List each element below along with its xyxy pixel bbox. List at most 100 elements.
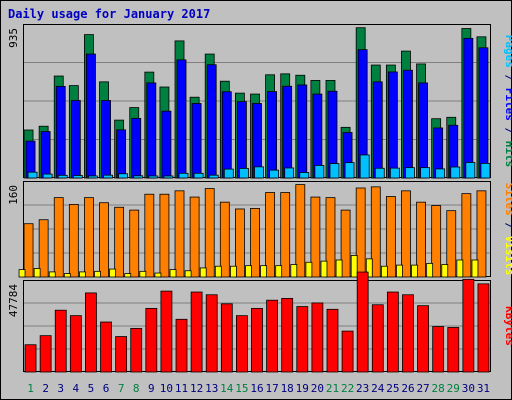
- panel-max-label: 935: [7, 28, 20, 48]
- day-label: 13: [205, 382, 218, 395]
- kbytes-bar: [205, 294, 218, 373]
- kbytes-bar: [220, 303, 233, 373]
- pages-bar: [480, 163, 491, 179]
- panels: 935 Pages / Files / Hits 160 Sites / Visits…: [7, 24, 512, 373]
- kbytes-bar: [296, 306, 309, 373]
- sites-bar: [295, 184, 306, 278]
- kbytes-bar: [417, 305, 429, 373]
- pages-bar: [389, 167, 400, 179]
- sites-bar: [99, 202, 109, 278]
- sites-bar: [310, 196, 321, 278]
- pages-bar: [239, 168, 249, 179]
- kbytes-bar: [100, 321, 112, 373]
- sites-bar: [144, 193, 155, 278]
- pages-bar: [314, 165, 325, 179]
- kbytes-bar: [236, 315, 248, 373]
- sites-bar: [38, 219, 49, 278]
- visits-bar: [63, 273, 71, 278]
- day-label: 27: [416, 382, 429, 395]
- visits-bar: [320, 260, 328, 278]
- pages-bar: [405, 167, 415, 179]
- kbytes-bar: [145, 307, 158, 373]
- panel-visitors: 160 Sites / Visits: [7, 181, 512, 278]
- kbytes-bar: [190, 291, 203, 373]
- day-label: 14: [220, 382, 234, 395]
- day-label: 23: [356, 382, 369, 395]
- kbytes-bar: [326, 308, 339, 373]
- sites-bar: [159, 193, 170, 278]
- kbytes-bar: [251, 307, 263, 373]
- day-label: 22: [341, 382, 354, 395]
- visits-bar: [275, 265, 283, 278]
- visits-bar: [33, 268, 41, 278]
- kbytes-bar: [447, 327, 460, 373]
- sites-bar: [129, 209, 140, 278]
- day-label: 25: [386, 382, 399, 395]
- day-label: 6: [103, 382, 110, 395]
- pages-bar: [374, 167, 385, 179]
- pages-bar: [223, 168, 234, 179]
- pages-bar: [420, 167, 430, 179]
- visits-bar: [154, 272, 162, 278]
- kbytes-bar: [160, 290, 173, 373]
- visits-bar: [396, 264, 403, 278]
- day-label: 5: [88, 382, 95, 395]
- visits-bar: [18, 269, 26, 278]
- pages-bar: [208, 174, 219, 179]
- day-label: 1: [27, 382, 34, 395]
- day-label: 10: [160, 382, 173, 395]
- pages-bar: [269, 169, 279, 179]
- legend-sites: Sites: [503, 183, 512, 216]
- kbytes-bar: [54, 309, 67, 373]
- files-bar: [297, 84, 308, 179]
- kbytes-bar: [356, 271, 369, 373]
- files-bar: [191, 103, 202, 179]
- sites-bar: [68, 204, 79, 278]
- sites-bar: [114, 206, 125, 278]
- visits-bar: [380, 265, 388, 278]
- sites-bar: [401, 190, 411, 278]
- kbytes-bar: [175, 318, 188, 373]
- day-label: 16: [250, 382, 263, 395]
- files-bar: [70, 100, 81, 179]
- sites-bar: [446, 210, 457, 278]
- day-label: 31: [477, 382, 490, 395]
- panel-legend-label: Pages / Files / Hits: [503, 35, 512, 168]
- pages-bar: [178, 172, 189, 179]
- visits-bar: [124, 273, 132, 278]
- day-label: 11: [175, 382, 188, 395]
- files-bar: [463, 37, 474, 179]
- legend-kbytes: KBytes: [503, 306, 512, 346]
- day-label: 17: [265, 382, 278, 395]
- panel-legend-label: Sites / Visits: [503, 183, 512, 276]
- legend-separator: /: [503, 121, 512, 141]
- kbytes-bar: [281, 297, 294, 373]
- pages-bar: [118, 173, 129, 179]
- pages-bar: [193, 172, 204, 179]
- kbytes-bar: [266, 299, 278, 373]
- kbytes-bar: [386, 291, 399, 373]
- files-bar: [282, 85, 293, 179]
- visits-bar: [411, 264, 418, 278]
- day-label: 9: [148, 382, 155, 395]
- pages-bar: [57, 174, 68, 179]
- chart-title: Daily usage for January 2017: [8, 7, 210, 21]
- pages-bar: [450, 166, 461, 179]
- pages-bar: [88, 175, 98, 179]
- sites-bar: [280, 192, 291, 278]
- visits-bar: [305, 261, 313, 278]
- kbytes-bar: [402, 294, 414, 373]
- visits-bar: [471, 259, 479, 278]
- visits-bar: [230, 265, 237, 278]
- files-bar: [387, 71, 398, 179]
- files-bar: [116, 129, 127, 179]
- files-bar: [221, 91, 232, 179]
- pages-bar: [148, 175, 159, 179]
- files-bar: [372, 81, 383, 179]
- visits-bar: [260, 265, 267, 278]
- visits-bar: [94, 270, 101, 278]
- files-bar: [55, 85, 66, 179]
- pages-bar: [27, 171, 38, 179]
- sites-bar: [204, 188, 215, 278]
